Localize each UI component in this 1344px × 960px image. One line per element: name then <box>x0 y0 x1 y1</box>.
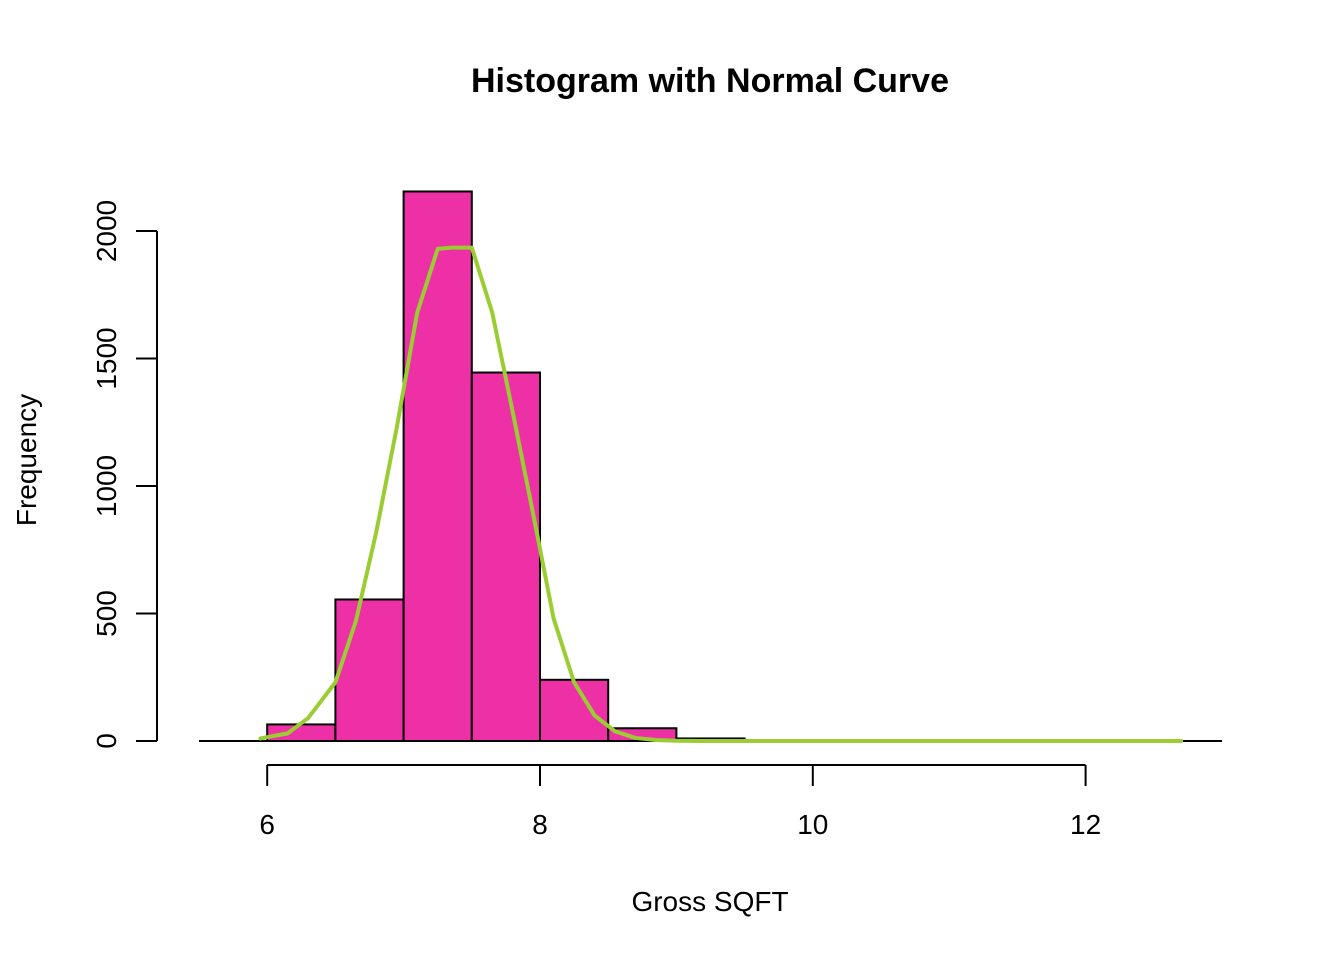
chart-title: Histogram with Normal Curve <box>471 62 949 100</box>
y-axis-label: Frequency <box>11 394 42 526</box>
y-tick-label-4: 2000 <box>91 200 122 262</box>
y-tick-label-2: 1000 <box>91 455 122 517</box>
histogram-bar-1 <box>334 598 405 742</box>
y-axis: 0 500 1000 1500 2000 <box>91 200 158 749</box>
normal-curve <box>258 245 1184 743</box>
histogram-bar-2 <box>402 190 473 743</box>
y-tick-label-1: 500 <box>91 590 122 637</box>
x-axis: 6 8 10 12 <box>259 764 1101 840</box>
normal-curve-group <box>258 245 1184 743</box>
x-tick-label-3: 12 <box>1070 809 1101 840</box>
histogram-bar-0 <box>266 723 337 742</box>
histogram-bar-3 <box>470 371 541 742</box>
x-axis-label: Gross SQFT <box>631 886 788 917</box>
histogram-bars <box>199 190 1222 743</box>
y-tick-label-0: 0 <box>91 733 122 749</box>
x-tick-label-1: 8 <box>532 809 548 840</box>
histogram-bar-4 <box>539 678 610 742</box>
x-tick-label-2: 10 <box>797 809 828 840</box>
y-tick-label-3: 1500 <box>91 327 122 389</box>
x-tick-label-0: 6 <box>259 809 275 840</box>
